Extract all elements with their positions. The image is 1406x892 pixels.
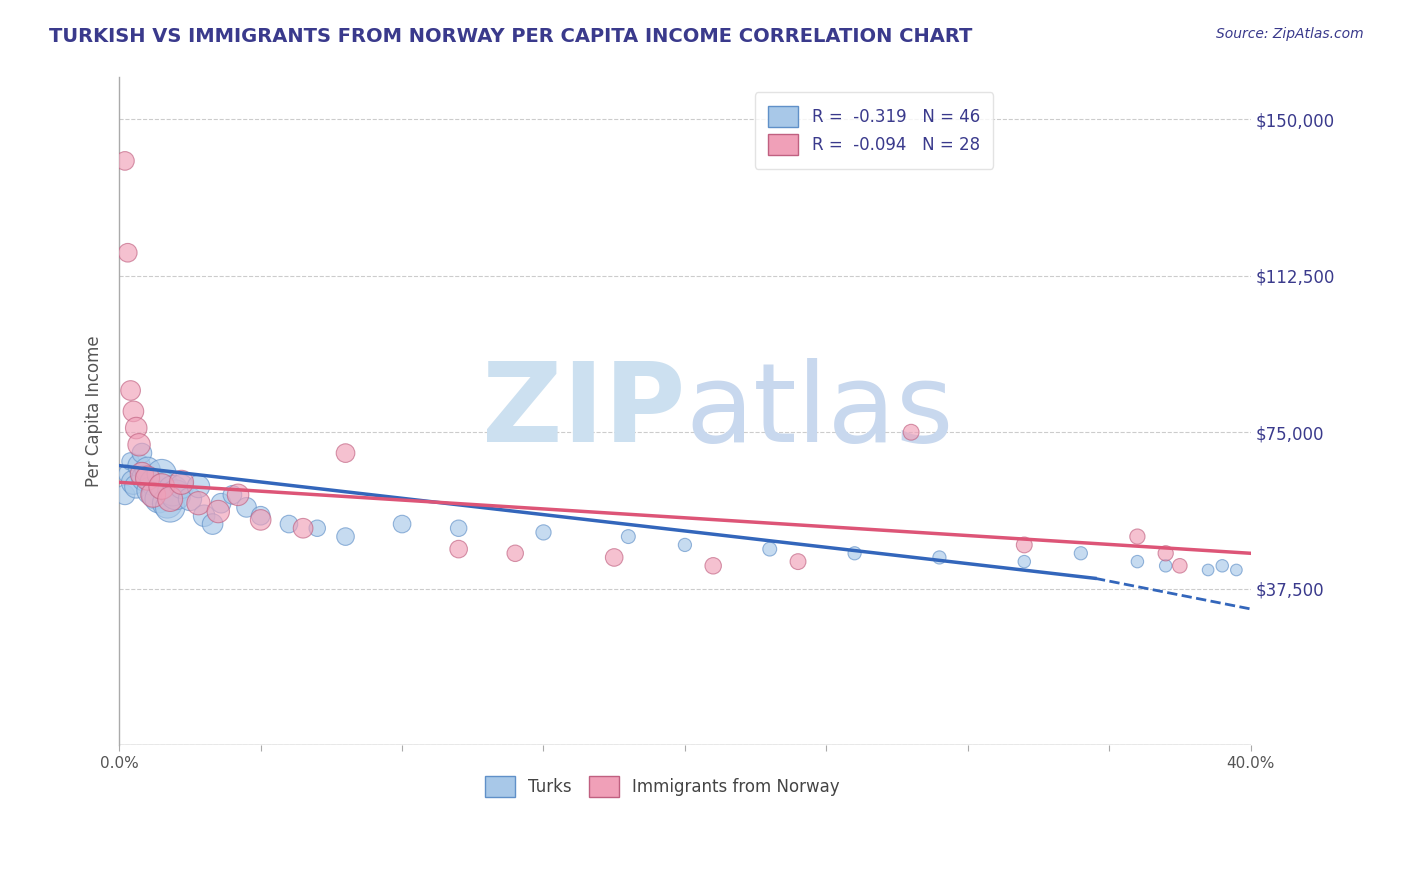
Point bbox=[122, 475, 145, 490]
Legend: Turks, Immigrants from Norway: Turks, Immigrants from Norway bbox=[478, 769, 846, 804]
Point bbox=[165, 488, 187, 502]
Point bbox=[249, 513, 271, 527]
Point bbox=[1154, 558, 1177, 573]
Point bbox=[125, 421, 148, 435]
Point bbox=[162, 483, 184, 498]
Point bbox=[307, 521, 329, 535]
Point bbox=[533, 525, 555, 540]
Point bbox=[1014, 538, 1036, 552]
Point bbox=[1126, 555, 1149, 569]
Point bbox=[226, 488, 249, 502]
Text: TURKISH VS IMMIGRANTS FROM NORWAY PER CAPITA INCOME CORRELATION CHART: TURKISH VS IMMIGRANTS FROM NORWAY PER CA… bbox=[49, 27, 973, 45]
Point bbox=[120, 384, 142, 398]
Point bbox=[120, 454, 142, 468]
Point bbox=[1126, 530, 1149, 544]
Point bbox=[447, 521, 470, 535]
Point bbox=[1070, 546, 1092, 560]
Point bbox=[207, 504, 229, 518]
Point bbox=[128, 438, 150, 452]
Point bbox=[617, 530, 640, 544]
Point bbox=[128, 458, 150, 473]
Point bbox=[148, 491, 170, 506]
Point bbox=[142, 488, 165, 502]
Text: Source: ZipAtlas.com: Source: ZipAtlas.com bbox=[1216, 27, 1364, 41]
Point bbox=[131, 446, 153, 460]
Point bbox=[603, 550, 626, 565]
Point bbox=[292, 521, 315, 535]
Point bbox=[153, 479, 176, 493]
Text: ZIP: ZIP bbox=[481, 358, 685, 465]
Point bbox=[447, 542, 470, 557]
Point bbox=[787, 555, 810, 569]
Point bbox=[758, 542, 780, 557]
Point bbox=[503, 546, 526, 560]
Point bbox=[170, 475, 193, 490]
Point bbox=[122, 404, 145, 418]
Point bbox=[150, 467, 173, 481]
Point bbox=[335, 446, 357, 460]
Y-axis label: Per Capita Income: Per Capita Income bbox=[86, 335, 103, 487]
Point bbox=[209, 496, 232, 510]
Point bbox=[702, 558, 724, 573]
Point bbox=[114, 153, 136, 168]
Point bbox=[117, 245, 139, 260]
Point bbox=[1168, 558, 1191, 573]
Point bbox=[131, 467, 153, 481]
Point bbox=[187, 479, 209, 493]
Point bbox=[142, 475, 165, 490]
Point bbox=[134, 471, 156, 485]
Point bbox=[125, 479, 148, 493]
Text: atlas: atlas bbox=[685, 358, 953, 465]
Point bbox=[278, 517, 301, 532]
Point bbox=[187, 496, 209, 510]
Point bbox=[844, 546, 866, 560]
Point bbox=[136, 463, 159, 477]
Point bbox=[928, 550, 950, 565]
Point bbox=[249, 508, 271, 523]
Point bbox=[193, 508, 215, 523]
Point bbox=[150, 479, 173, 493]
Point bbox=[673, 538, 696, 552]
Point bbox=[114, 488, 136, 502]
Point bbox=[1197, 563, 1219, 577]
Point bbox=[159, 491, 181, 506]
Point bbox=[335, 530, 357, 544]
Point bbox=[159, 500, 181, 515]
Point bbox=[391, 517, 413, 532]
Point bbox=[170, 479, 193, 493]
Point bbox=[136, 471, 159, 485]
Point bbox=[156, 496, 179, 510]
Point bbox=[145, 488, 167, 502]
Point bbox=[117, 467, 139, 481]
Point bbox=[1211, 558, 1233, 573]
Point bbox=[1225, 563, 1247, 577]
Point bbox=[221, 488, 243, 502]
Point bbox=[1154, 546, 1177, 560]
Point bbox=[139, 483, 162, 498]
Point bbox=[900, 425, 922, 440]
Point bbox=[179, 491, 201, 506]
Point bbox=[201, 517, 224, 532]
Point bbox=[235, 500, 257, 515]
Point bbox=[1014, 555, 1036, 569]
